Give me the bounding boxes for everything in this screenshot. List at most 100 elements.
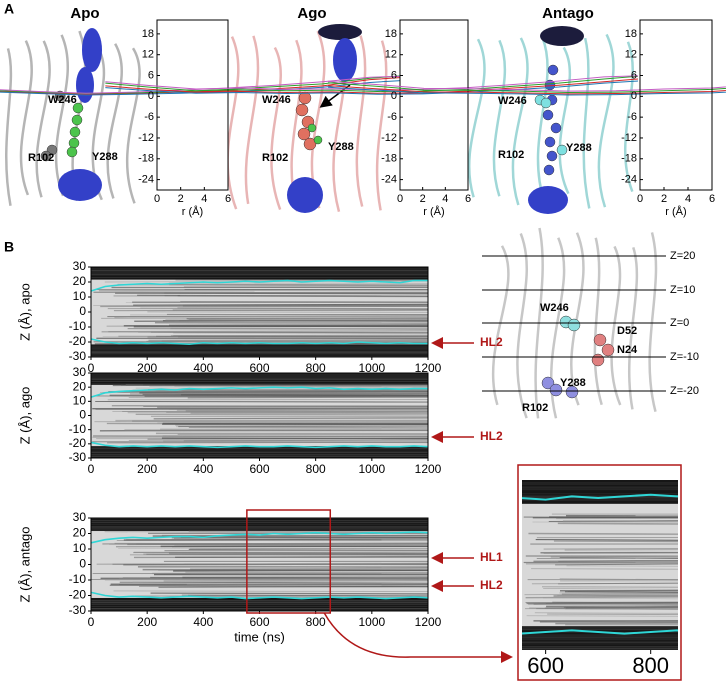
helix-ribbon	[468, 38, 486, 198]
residue-sphere	[542, 109, 554, 121]
trajectory-streak	[135, 413, 429, 416]
data-line	[522, 629, 678, 635]
pore-surface	[76, 67, 94, 103]
residue-sphere	[544, 136, 556, 148]
plot-frame	[399, 19, 469, 191]
y-tick-label: 20	[73, 274, 87, 288]
x-tick-label: 600	[249, 615, 269, 629]
data-line	[105, 78, 639, 94]
y-tick-label: -24	[138, 173, 154, 185]
trajectory-streak	[534, 612, 678, 614]
y-tick-label: 0	[148, 90, 154, 102]
residue-sphere	[307, 123, 317, 133]
residue-sphere	[550, 122, 562, 134]
helix-ribbon	[5, 48, 13, 207]
trajectory-streak	[92, 435, 429, 439]
pore-surface	[82, 28, 102, 72]
trajectory-streak	[558, 582, 678, 585]
x-tick-label: 0	[397, 193, 403, 205]
trajectory-streak	[144, 394, 429, 397]
x-tick-label: 600	[249, 361, 269, 375]
x-tick-label: 200	[137, 462, 157, 476]
y-tick-label: -12	[138, 132, 154, 144]
trajectory-streak	[150, 592, 429, 595]
y-tick-label: -18	[138, 153, 154, 165]
y-tick-label: -6	[144, 111, 154, 123]
helix-ribbon	[570, 232, 585, 406]
trajectory-streak	[115, 292, 429, 295]
x-tick-label: 0	[637, 193, 643, 205]
trajectory-streak	[168, 552, 429, 555]
trajectory-streak	[137, 304, 429, 307]
helix-ribbon	[516, 233, 528, 419]
trajectory-streak	[93, 435, 429, 438]
residue-sphere	[72, 102, 84, 114]
y-tick-label: -20	[69, 436, 87, 450]
helix-ribbon	[106, 43, 123, 199]
trajectory-streak	[152, 571, 429, 575]
data-line	[327, 86, 726, 96]
trajectory-streak	[109, 584, 429, 587]
residue-sphere	[68, 137, 80, 149]
y-tick-label: 0	[79, 408, 86, 422]
trajectory-streak	[146, 553, 429, 556]
trajectory-streak	[185, 571, 429, 574]
plot-frame	[639, 19, 713, 191]
helix-ribbon	[597, 33, 615, 208]
trajectory-streak	[133, 303, 429, 307]
trajectory-streak	[173, 569, 429, 572]
data-line	[327, 80, 726, 92]
residue-sphere	[556, 144, 568, 156]
plot-border	[156, 19, 229, 191]
trajectory-streak	[187, 396, 429, 399]
y-tick-label: -30	[69, 349, 87, 363]
trajectory-streak	[108, 330, 429, 333]
trajectory-streak	[123, 325, 429, 328]
pore-surface	[540, 26, 584, 46]
y-tick-label: 30	[73, 259, 87, 273]
y-tick-label: 0	[79, 304, 86, 318]
trajectory-streak	[186, 582, 429, 586]
y-tick-label: 6	[148, 69, 154, 81]
trajectory-streak	[113, 590, 429, 592]
residue-sphere	[295, 103, 309, 117]
y-tick-label: 20	[73, 379, 87, 393]
y-tick-label: 10	[73, 289, 87, 303]
y-tick-label: 12	[625, 49, 637, 61]
x-tick-label: 0	[88, 615, 95, 629]
y-tick-label: 10	[73, 394, 87, 408]
trajectory-streak	[139, 585, 429, 588]
pore-surface	[58, 169, 102, 201]
x-axis-label: r (Å)	[423, 205, 444, 218]
trajectory-streak	[188, 426, 429, 429]
trajectory-streak	[183, 285, 429, 288]
panel-label: B	[4, 239, 14, 255]
trajectory-streak	[134, 319, 429, 322]
y-tick-label: -6	[627, 111, 637, 123]
trajectory-streak	[190, 567, 429, 570]
x-axis-label: time (ns)	[234, 629, 285, 644]
residue-sphere	[547, 64, 559, 76]
trajectory-streak	[559, 557, 678, 559]
y-tick-label: 12	[142, 49, 154, 61]
residue-label: R102	[262, 152, 288, 164]
trajectory-streak	[189, 547, 429, 550]
trajectory-streak	[132, 551, 429, 554]
trajectory-streak	[536, 608, 678, 610]
pore-surface	[333, 38, 357, 82]
trajectory-streak	[528, 532, 678, 535]
trajectory-streak	[107, 441, 429, 444]
data-line	[0, 76, 406, 95]
trajectory-streak	[119, 581, 429, 584]
z-level-label: Z=0	[670, 317, 689, 329]
trajectory-streak	[557, 522, 678, 525]
trajectory-streak	[553, 540, 678, 543]
residue-sphere	[565, 385, 579, 399]
residue-sphere	[303, 137, 317, 151]
trajectory-streak	[163, 579, 429, 582]
pore-surface	[287, 177, 323, 213]
x-tick-label: 1000	[358, 462, 385, 476]
trajectory-streak	[531, 582, 678, 585]
residue-sphere	[66, 146, 78, 158]
